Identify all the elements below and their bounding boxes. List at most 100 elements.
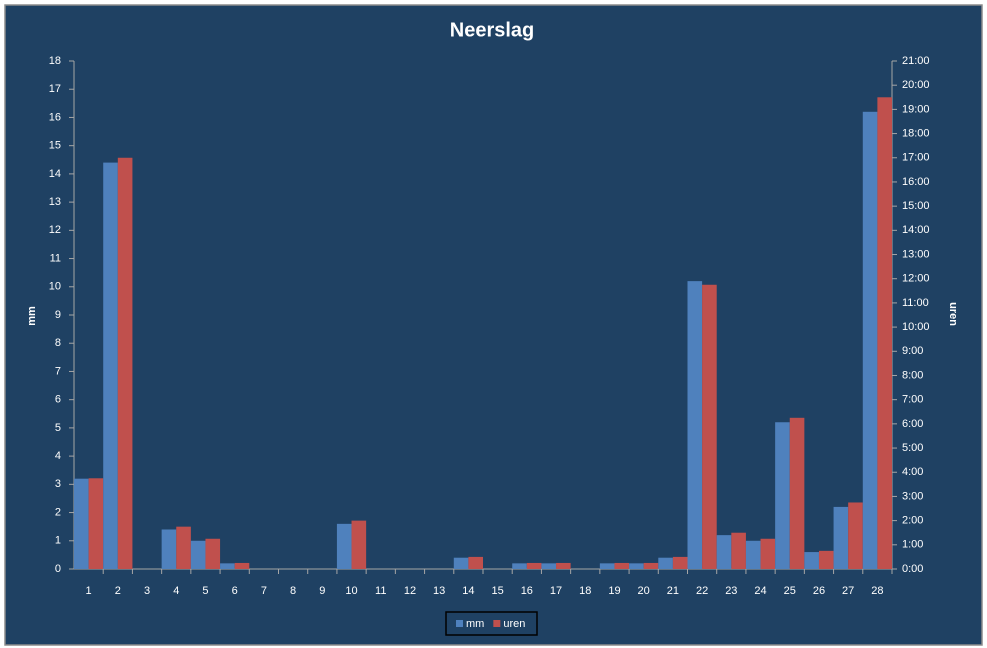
y-tick-label: 1 — [55, 535, 61, 547]
bar — [862, 111, 878, 570]
x-tick-label: 9 — [319, 585, 325, 597]
y2-tick-label: 0:00 — [902, 563, 923, 575]
y2-tick-label: 17:00 — [902, 152, 930, 164]
y2-tick-label: 19:00 — [902, 103, 930, 115]
bar — [672, 556, 688, 569]
y-tick-label: 17 — [49, 83, 61, 95]
x-tick-label: 21 — [667, 585, 679, 597]
bar — [205, 538, 221, 569]
x-tick-label: 7 — [261, 585, 267, 597]
bar — [687, 281, 703, 569]
x-tick-label: 16 — [521, 585, 533, 597]
x-tick-label: 20 — [638, 585, 650, 597]
bar — [745, 540, 761, 569]
bar — [74, 478, 89, 569]
bar — [117, 157, 133, 569]
y-tick-label: 9 — [55, 309, 61, 321]
bar — [629, 563, 644, 569]
x-tick-label: 26 — [813, 585, 825, 597]
y2-tick-label: 13:00 — [902, 248, 930, 260]
x-tick-label: 17 — [550, 585, 562, 597]
bar — [220, 563, 235, 569]
y2-tick-label: 12:00 — [902, 273, 930, 285]
bar — [818, 550, 834, 569]
bar — [234, 562, 250, 569]
x-tick-label: 12 — [404, 585, 416, 597]
bar — [658, 557, 673, 569]
legend-label: mm — [466, 618, 484, 630]
bar — [351, 520, 367, 569]
y-tick-label: 0 — [55, 563, 61, 575]
bar — [453, 557, 469, 569]
y2-tick-label: 10:00 — [902, 321, 930, 333]
x-tick-label: 8 — [290, 585, 296, 597]
bar — [468, 556, 483, 569]
x-tick-label: 10 — [345, 585, 357, 597]
x-tick-label: 13 — [433, 585, 445, 597]
y-tick-label: 7 — [55, 365, 61, 377]
y-tick-label: 3 — [55, 478, 61, 490]
bar — [760, 538, 776, 569]
y-tick-label: 11 — [50, 252, 61, 264]
bar — [336, 523, 352, 569]
x-tick-label: 4 — [173, 585, 179, 597]
x-tick-label: 19 — [608, 585, 620, 597]
y2-tick-label: 20:00 — [902, 79, 930, 91]
bar — [731, 532, 746, 569]
x-tick-label: 24 — [754, 585, 766, 597]
x-tick-label: 2 — [115, 585, 121, 597]
x-tick-label: 23 — [725, 585, 737, 597]
y2-tick-label: 16:00 — [902, 176, 930, 188]
y-tick-label: 18 — [49, 55, 61, 67]
y2-tick-label: 4:00 — [902, 466, 923, 478]
legend-swatch — [456, 620, 463, 627]
bar — [103, 162, 118, 569]
bar — [848, 502, 863, 569]
y-tick-label: 4 — [55, 450, 61, 462]
x-tick-label: 14 — [462, 585, 474, 597]
bar — [599, 563, 615, 569]
y-tick-label: 10 — [49, 281, 61, 293]
y2-tick-label: 8:00 — [902, 369, 923, 381]
y-tick-label: 15 — [49, 140, 61, 152]
x-tick-label: 27 — [842, 585, 854, 597]
y-tick-label: 14 — [49, 168, 61, 180]
y2-tick-label: 7:00 — [902, 394, 923, 406]
bar — [88, 478, 104, 569]
y-tick-label: 8 — [55, 337, 61, 349]
x-tick-label: 28 — [871, 585, 883, 597]
y-tick-label: 6 — [55, 394, 61, 406]
y2-axis-label: uren — [947, 302, 959, 326]
y-tick-label: 16 — [49, 111, 61, 123]
y2-tick-label: 5:00 — [902, 442, 923, 454]
bar — [556, 562, 571, 569]
bar — [833, 506, 849, 569]
y-tick-label: 5 — [55, 422, 61, 434]
bar — [512, 563, 527, 569]
y-tick-label: 12 — [49, 224, 61, 236]
y2-tick-label: 6:00 — [902, 418, 923, 430]
y2-tick-label: 2:00 — [902, 515, 923, 527]
bar — [176, 526, 191, 569]
legend-label: uren — [503, 618, 525, 630]
bar — [541, 563, 557, 569]
y2-tick-label: 18:00 — [902, 127, 930, 139]
y2-tick-label: 1:00 — [902, 539, 923, 551]
x-tick-label: 22 — [696, 585, 708, 597]
bar — [775, 422, 790, 569]
legend-swatch — [493, 620, 501, 627]
x-tick-label: 11 — [375, 585, 386, 597]
bar — [161, 529, 177, 569]
legend-box — [445, 611, 538, 636]
x-tick-label: 1 — [86, 585, 92, 597]
y2-tick-label: 15:00 — [902, 200, 930, 212]
bar — [877, 97, 892, 570]
x-tick-label: 5 — [202, 585, 208, 597]
x-tick-label: 6 — [232, 585, 238, 597]
chart-title: Neerslag — [450, 19, 535, 41]
y2-tick-label: 21:00 — [902, 55, 930, 67]
bar — [702, 284, 717, 569]
y2-tick-label: 9:00 — [902, 345, 923, 357]
x-tick-label: 18 — [579, 585, 591, 597]
